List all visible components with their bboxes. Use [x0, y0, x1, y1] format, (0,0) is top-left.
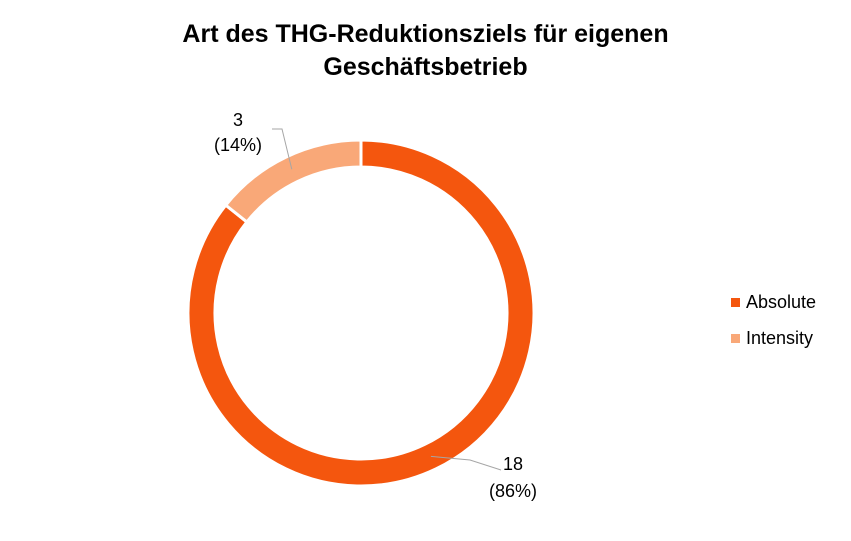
chart-title: Art des THG-Reduktionsziels für eigenen … [0, 18, 851, 84]
leader-lines-group [272, 128, 502, 471]
leader-line-absolute [430, 455, 502, 471]
data-labels-group: 18 (86%) 3 (14%) [214, 110, 537, 501]
legend: Absolute Intensity [731, 284, 816, 356]
leader-line-intensity [272, 128, 293, 170]
chart-title-line-2: Geschäftsbetrieb [323, 53, 528, 81]
data-label-percent-intensity: (14%) [214, 135, 262, 155]
legend-item-absolute[interactable]: Absolute [731, 284, 816, 320]
chart-title-line-1: Art des THG-Reduktionsziels für eigenen [182, 20, 669, 48]
legend-label-absolute: Absolute [746, 291, 817, 312]
data-label-value-intensity: 3 [233, 110, 243, 130]
slice-intensity[interactable] [223, 138, 363, 225]
data-label-value-absolute: 18 [503, 454, 523, 474]
legend-swatch-intensity [731, 333, 740, 343]
legend-item-intensity[interactable]: Intensity [731, 320, 816, 356]
data-label-percent-absolute: (86%) [489, 481, 537, 501]
legend-swatch-absolute [731, 297, 740, 307]
legend-label-intensity: Intensity [746, 327, 814, 348]
slices-group [186, 138, 536, 488]
slice-absolute[interactable] [186, 138, 536, 488]
